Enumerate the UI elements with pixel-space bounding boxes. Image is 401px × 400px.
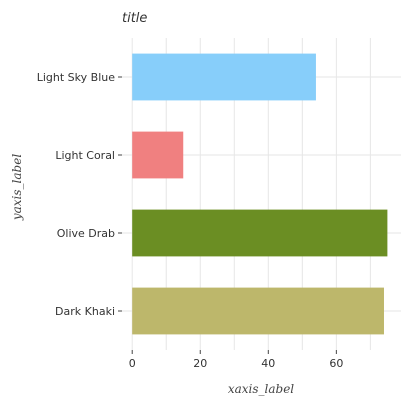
bar-olive-drab — [132, 209, 388, 257]
x-tick-label: 0 — [129, 357, 136, 370]
plot-area: 0 20 40 60 Dark Khaki Olive Drab Light Coral Li… — [37, 38, 401, 370]
chart-title: title — [122, 11, 147, 26]
y-tick-label: Light Sky Blue — [37, 71, 115, 84]
x-tick-label: 60 — [329, 357, 343, 370]
bar-light-sky-blue — [132, 53, 316, 101]
x-tick-label: 20 — [193, 357, 207, 370]
y-tick-label: Light Coral — [55, 149, 115, 162]
x-axis-label: xaxis_label — [228, 382, 294, 396]
y-tick-label: Olive Drab — [57, 227, 115, 240]
bar-light-coral — [132, 131, 184, 179]
y-tick-label: Dark Khaki — [55, 305, 115, 318]
x-tick-label: 40 — [261, 357, 275, 370]
y-axis-label: yaxis_label — [10, 154, 24, 221]
bar-dark-khaki — [132, 287, 384, 335]
